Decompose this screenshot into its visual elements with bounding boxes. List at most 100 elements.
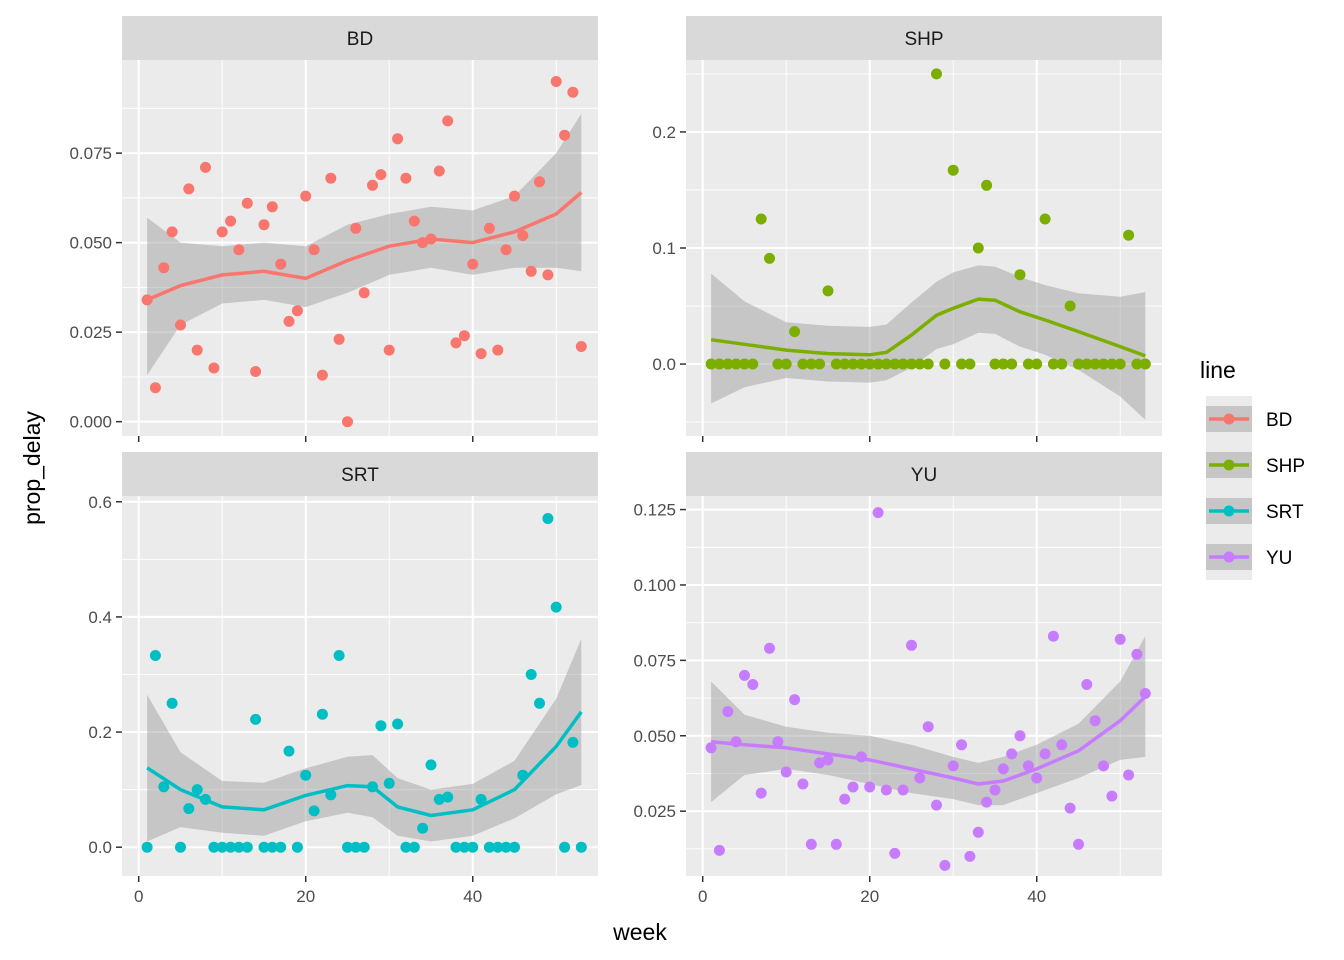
smooth-line [146,191,583,302]
legend: line BD SHP SRT YU [1200,357,1305,580]
data-point [1006,748,1018,760]
data-point [183,803,195,815]
legend-label: BD [1266,410,1292,431]
data-point [1131,648,1143,660]
panels-layer: BD0.0000.0250.0500.075SHP0.00.10.2SRT0.0… [69,16,1162,906]
data-point [175,319,186,331]
panel-shp: SHP 0.0 0.1 0.2 [652,16,1162,442]
y-tick-label: 0.025 [633,802,676,821]
data-point [241,841,253,853]
data-point [509,190,520,202]
smooth-line [146,710,583,818]
legend-label: SRT [1266,502,1304,523]
data-point [149,382,161,394]
data-point [764,642,775,654]
data-point [525,669,537,680]
data-point [939,358,951,370]
data-point [166,697,178,709]
data-point [797,358,809,370]
data-point [713,844,725,856]
data-point [333,333,345,345]
data-point [864,781,876,793]
data-point [233,244,245,256]
data-point [250,366,262,377]
data-point [939,859,951,871]
data-point [956,358,968,370]
data-point [972,242,984,254]
y-axis-title: prop_delay [19,411,45,525]
data-point [1073,838,1084,850]
x-axis-title: week [612,919,667,945]
legend-key-point [1223,551,1235,563]
data-point [1064,802,1076,814]
data-point [1022,358,1034,370]
data-point [922,358,934,370]
data-point [1106,358,1118,370]
data-point [989,358,1001,370]
y-tick-label: 0.050 [633,727,676,746]
y-tick-label: 0.000 [69,413,112,432]
legend-key-point [1223,505,1235,517]
data-point [333,650,345,661]
data-point [889,358,901,370]
data-point [534,176,545,188]
data-point [492,344,504,356]
data-point [1106,790,1118,802]
data-point [747,358,759,370]
data-point [225,215,237,227]
strip-label: YU [911,465,937,486]
smooth-line [710,297,1146,358]
data-point [1114,358,1126,370]
data-point [559,129,571,141]
data-point [400,172,412,184]
data-point [705,358,717,370]
data-point [325,789,337,801]
smooth-line [710,695,1147,786]
data-point [241,197,253,209]
data-point [1014,269,1026,281]
data-point [275,258,287,270]
data-point [722,706,734,718]
y-tick-label: 0.0 [652,355,676,374]
data-point [375,720,387,732]
data-point [764,252,775,264]
legend-key-shp: SHP [1206,442,1305,488]
data-point [1098,358,1109,370]
data-point [458,330,470,342]
data-point [805,838,817,850]
data-point [358,287,370,299]
data-point [880,784,892,796]
data-point [534,697,545,709]
data-point [225,841,237,853]
data-point [1039,213,1051,225]
data-point [713,358,725,370]
data-point [417,822,429,834]
strip-background [122,452,598,496]
data-point [183,183,195,195]
data-point [922,721,934,733]
data-point [755,213,767,225]
strip-background [686,16,1162,60]
data-point [1123,229,1135,241]
data-point [342,841,353,853]
data-point [1047,630,1059,642]
data-point [947,164,959,176]
data-point [864,358,876,370]
data-point [383,344,395,356]
data-point [1064,300,1076,312]
data-point [1056,358,1068,370]
data-point [931,68,942,80]
data-point [914,358,926,370]
y-tick-label: 0.2 [88,723,112,742]
y-tick-label: 0.025 [69,323,112,342]
data-point [997,358,1009,370]
data-point [772,358,784,370]
y-tick-label: 0.125 [633,501,676,520]
data-point [839,358,851,370]
data-point [383,777,395,789]
data-point [755,787,767,799]
data-point [897,784,909,796]
x-tick-label: 20 [860,887,879,906]
data-point [1131,358,1143,370]
data-point [880,358,892,370]
